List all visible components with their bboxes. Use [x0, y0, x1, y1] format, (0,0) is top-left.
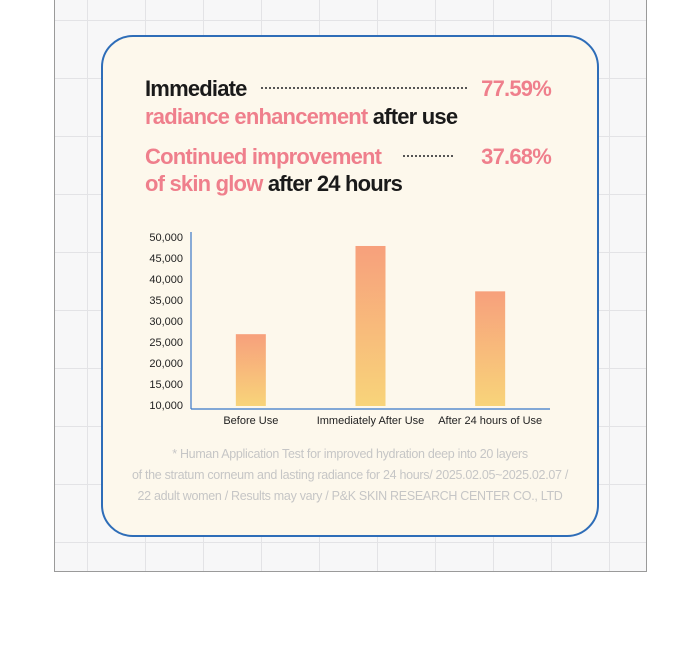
footnote: 22 adult women / Results may vary / P&K … — [137, 489, 563, 503]
headline-text: after 24 hours — [267, 171, 403, 196]
percent: 77.59% — [481, 76, 552, 101]
bar — [475, 291, 506, 406]
y-tick-label: 10,000 — [149, 400, 183, 412]
y-tick-label: 40,000 — [149, 274, 183, 286]
y-tick-label: 25,000 — [149, 337, 183, 349]
x-tick-label: After 24 hours of Use — [438, 415, 542, 427]
headline-text: Immediate — [145, 76, 247, 101]
bar — [355, 245, 386, 406]
leader — [403, 155, 454, 157]
y-tick-label: 50,000 — [149, 232, 183, 244]
y-tick-label: 15,000 — [149, 379, 183, 391]
percent: 37.68% — [481, 144, 552, 169]
headline-line: of skin glow after 24 hours — [145, 171, 551, 197]
footnote: of the stratum corneum and lasting radia… — [131, 468, 569, 482]
card — [101, 35, 599, 537]
y-tick-label: 45,000 — [149, 253, 183, 265]
headline-line: Continued improvement 37.68% — [145, 144, 552, 170]
headline-line: Immediate 77.59% — [145, 76, 552, 102]
x-tick-label: Before Use — [223, 415, 278, 427]
y-tick-label: 30,000 — [149, 316, 183, 328]
headline-highlight: radiance enhancement — [145, 104, 368, 129]
leader — [260, 87, 468, 89]
y-tick-label: 20,000 — [149, 358, 183, 370]
bar — [235, 334, 266, 406]
headline-highlight: Continued improvement — [145, 144, 382, 169]
footnote: * Human Application Test for improved hy… — [172, 447, 528, 461]
headline-text: after use — [372, 104, 458, 129]
headline-highlight: of skin glow — [145, 171, 263, 196]
headline-line: radiance enhancement after use — [145, 104, 551, 130]
x-tick-label: Immediately After Use — [317, 415, 425, 427]
y-tick-label: 35,000 — [149, 295, 183, 307]
